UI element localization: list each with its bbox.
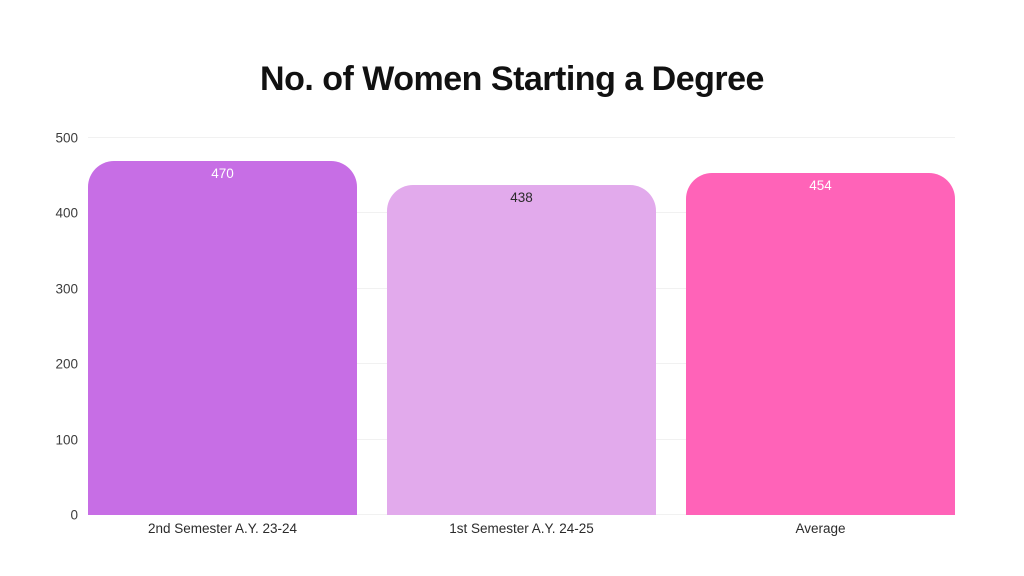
y-tick-label: 500 [55, 130, 78, 146]
bar-1: 470 [88, 160, 357, 515]
bar-3: 454 [686, 172, 955, 515]
x-axis: 2nd Semester A.Y. 23-24 1st Semester A.Y.… [88, 521, 955, 536]
y-tick-label: 0 [70, 507, 78, 523]
bar-value-label: 454 [809, 177, 832, 193]
chart-title: No. of Women Starting a Degree [260, 60, 764, 98]
y-tick-label: 400 [55, 205, 78, 221]
y-axis: 0 100 200 300 400 500 [0, 131, 78, 523]
x-category-label: 2nd Semester A.Y. 23-24 [147, 521, 298, 536]
bar-group: 470 438 454 [88, 138, 955, 515]
y-tick-label: 300 [55, 281, 78, 297]
x-category-label: 1st Semester A.Y. 24-25 [449, 521, 594, 536]
bar-2: 438 [387, 184, 656, 515]
x-category-label: Average [795, 521, 846, 536]
y-tick-label: 100 [55, 432, 78, 448]
bar-value-label: 470 [211, 165, 234, 181]
bar-slot: 438 [387, 138, 656, 515]
bar-value-label: 438 [510, 189, 533, 205]
y-tick-label: 200 [55, 356, 78, 372]
gridline [88, 137, 955, 138]
bar-slot: 454 [686, 138, 955, 515]
bar-slot: 470 [88, 138, 357, 515]
